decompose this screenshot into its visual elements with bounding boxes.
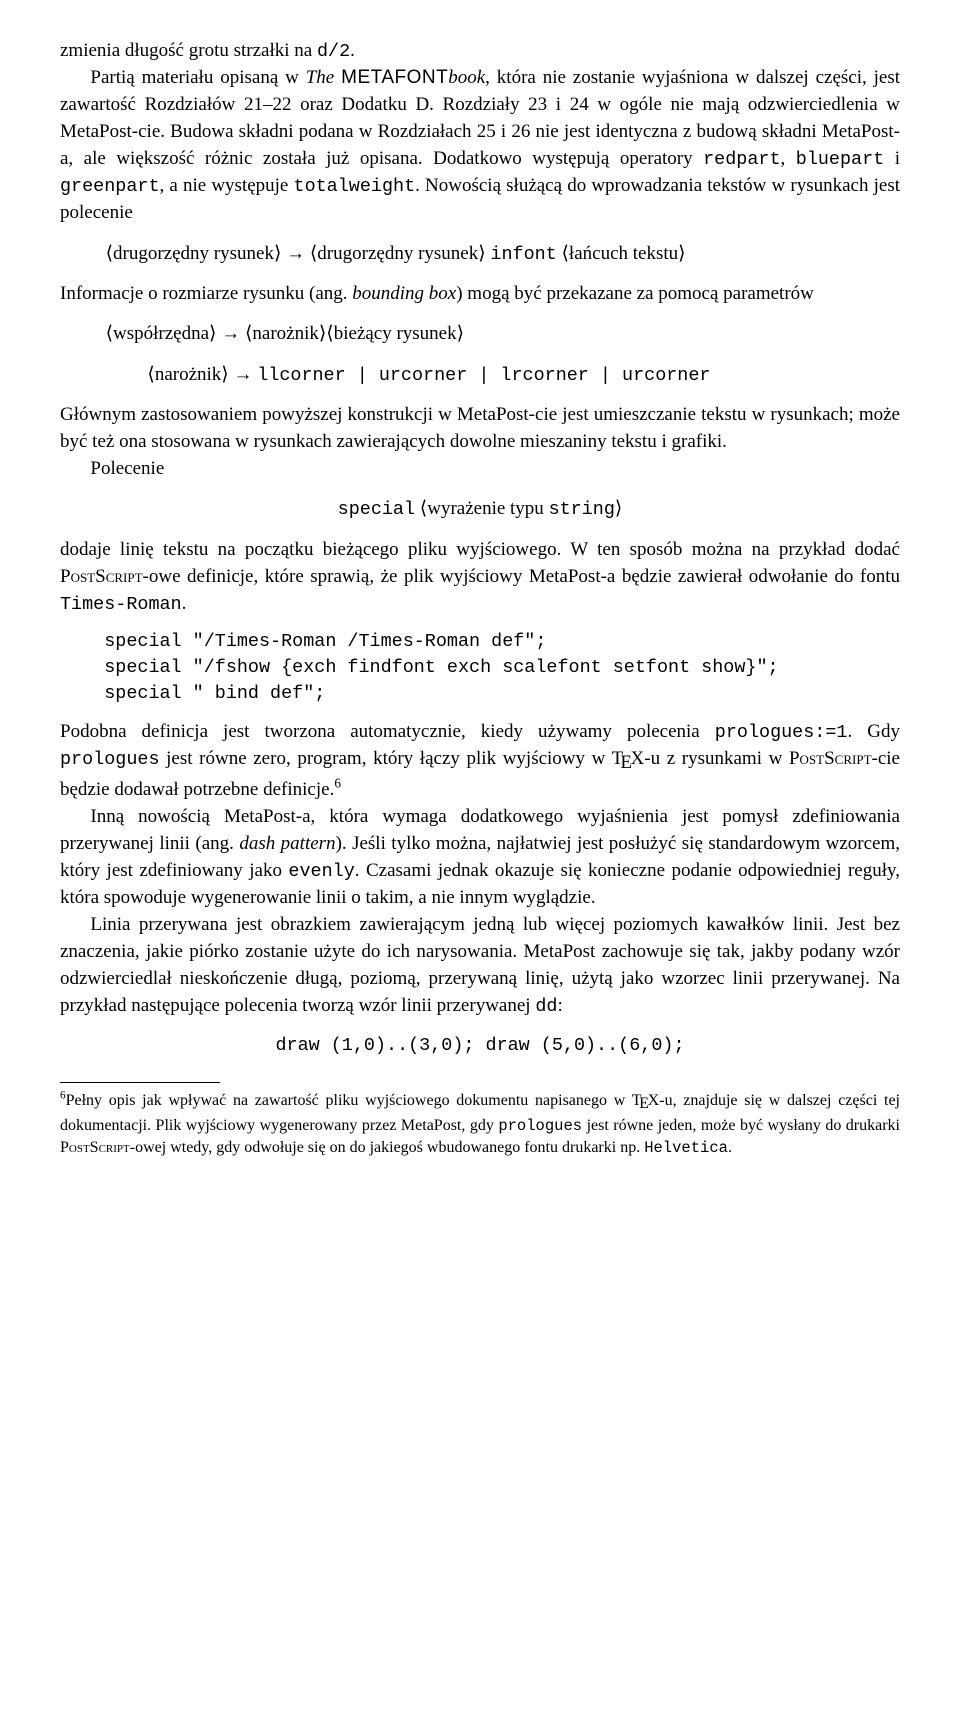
- inline-code: redpart: [703, 149, 780, 170]
- arrow: →: [216, 323, 245, 344]
- nonterm: łańcuch tekstu: [569, 243, 678, 264]
- syntax-line-1: ⟨drugorzędny rysunek⟩ → ⟨drugorzędny rys…: [106, 241, 900, 268]
- nonterm: narożnik: [252, 323, 318, 344]
- keyword-list: llcorner | urcorner | lrcorner | urcorne…: [257, 365, 710, 386]
- nonterm: wyrażenie typu: [427, 498, 548, 519]
- inline-code: prologues:=1: [715, 722, 848, 743]
- smallcaps: PostScript: [789, 748, 872, 769]
- text: -owe definicje, które sprawią, że plik w…: [143, 566, 900, 587]
- text: Informacje o rozmiarze rysunku (ang.: [60, 283, 352, 304]
- text: .: [350, 40, 355, 61]
- text: . Gdy: [847, 721, 900, 742]
- keyword: string: [549, 499, 615, 520]
- code-block-1: special "/Times-Roman /Times-Roman def";…: [104, 629, 900, 708]
- text: Pełny opis jak wpływać na zawartość plik…: [66, 1092, 632, 1109]
- inline-code: dd: [535, 996, 557, 1017]
- footnote-ref: 6: [334, 775, 341, 790]
- tex-logo: TEX: [632, 1092, 659, 1109]
- text: -owej wtedy, gdy odwołuje się on do jaki…: [130, 1139, 644, 1156]
- text: i: [884, 148, 900, 169]
- text: :: [557, 995, 562, 1016]
- smallcaps: PostScript: [60, 566, 143, 587]
- para-2: Partią materiału opisaną w The METAFONTb…: [60, 65, 900, 227]
- text: dodaje linię tekstu na początku bieżąceg…: [60, 539, 900, 560]
- text: Podobna definicja jest tworzona automaty…: [60, 721, 715, 742]
- inline-code: prologues: [498, 1117, 582, 1135]
- code-block-2: draw (1,0)..(3,0); draw (5,0)..(6,0);: [60, 1033, 900, 1059]
- para-9: Linia przerywana jest obrazkiem zawieraj…: [60, 912, 900, 1020]
- text-italic: dash pattern: [239, 833, 335, 854]
- inline-code: evenly: [288, 861, 354, 882]
- inline-code: Helvetica: [644, 1139, 728, 1157]
- keyword: special: [338, 499, 415, 520]
- nonterm: współrzędna: [113, 323, 209, 344]
- text: zmienia długość grotu strzałki na: [60, 40, 317, 61]
- text: jest równe zero, program, który łączy pl…: [160, 748, 612, 769]
- arrow: →: [229, 364, 258, 385]
- text: .: [182, 593, 187, 614]
- para-6: dodaje linię tekstu na początku bieżąceg…: [60, 537, 900, 618]
- text-italic: book: [448, 67, 485, 88]
- inline-code: prologues: [60, 749, 160, 770]
- inline-code: totalweight: [294, 176, 416, 197]
- para-3: Informacje o rozmiarze rysunku (ang. bou…: [60, 281, 900, 308]
- para-4: Głównym zastosowaniem powyższej konstruk…: [60, 402, 900, 456]
- para-8: Inną nowością MetaPost-a, która wymaga d…: [60, 804, 900, 912]
- footnote-6: 6Pełny opis jak wpływać na zawartość pli…: [60, 1090, 900, 1159]
- text: jest równe jeden, może być wysłany do dr…: [582, 1117, 900, 1134]
- text: ,: [781, 148, 796, 169]
- text-italic: The: [306, 67, 341, 88]
- syntax-line-4: special ⟨wyrażenie typu string⟩: [60, 496, 900, 523]
- text: Linia przerywana jest obrazkiem zawieraj…: [60, 914, 900, 1016]
- keyword: infont: [490, 244, 556, 265]
- inline-code: greenpart: [60, 176, 160, 197]
- text: .: [728, 1139, 732, 1156]
- nonterm: drugorzędny rysunek: [317, 243, 478, 264]
- tex-logo: TEX: [612, 748, 645, 769]
- inline-code: d/2: [317, 41, 350, 62]
- text: Partią materiału opisaną w: [90, 67, 305, 88]
- arrow: →: [281, 243, 310, 264]
- inline-code: bluepart: [796, 149, 884, 170]
- smallcaps: PostScript: [60, 1139, 130, 1156]
- text: -u z rysunkami w: [644, 748, 789, 769]
- text: , a nie występuje: [160, 175, 294, 196]
- footnote-rule: [60, 1082, 220, 1083]
- syntax-line-3: ⟨narożnik⟩ → llcorner | urcorner | lrcor…: [147, 362, 900, 389]
- inline-code: Times-Roman: [60, 594, 182, 615]
- para-5: Polecenie: [60, 456, 900, 483]
- nonterm: drugorzędny rysunek: [113, 243, 274, 264]
- text-metafont: METAFONT: [341, 67, 448, 88]
- nonterm: narożnik: [155, 364, 221, 385]
- para-7: Podobna definicja jest tworzona automaty…: [60, 719, 900, 804]
- para-1: zmienia długość grotu strzałki na d/2.: [60, 38, 900, 65]
- text: ) mogą być przekazane za pomocą parametr…: [456, 283, 814, 304]
- nonterm: bieżący rysunek: [334, 323, 457, 344]
- text-italic: bounding box: [352, 283, 456, 304]
- syntax-line-2: ⟨współrzędna⟩ → ⟨narożnik⟩⟨bieżący rysun…: [106, 321, 900, 348]
